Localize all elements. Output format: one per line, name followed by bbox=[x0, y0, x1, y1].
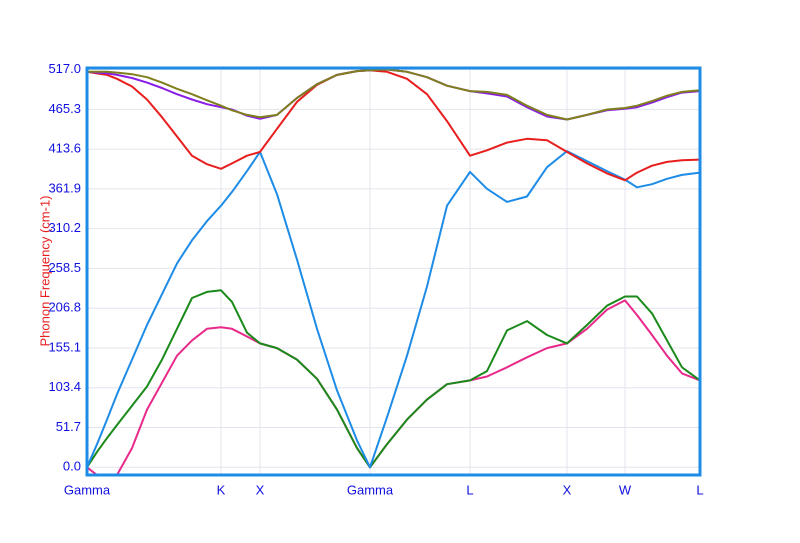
x-tick-label: W bbox=[619, 482, 632, 497]
plot-frame bbox=[85, 66, 702, 477]
y-tick-label: 517.0 bbox=[48, 61, 81, 76]
y-axis-label: Phonon Frequency (cm-1) bbox=[37, 195, 52, 346]
y-tick-label: 103.4 bbox=[48, 379, 81, 394]
band-line bbox=[87, 68, 701, 121]
y-tick-label: 0.0 bbox=[63, 459, 81, 474]
y-tick-label: 310.2 bbox=[48, 220, 81, 235]
y-tick-label: 258.5 bbox=[48, 260, 81, 275]
y-tick-label: 413.6 bbox=[48, 141, 81, 156]
x-tick-label: Gamma bbox=[64, 482, 111, 497]
y-tick-label: 361.9 bbox=[48, 180, 81, 195]
band-line bbox=[86, 289, 701, 469]
x-tick-label: L bbox=[696, 482, 703, 497]
y-tick-label: 206.8 bbox=[48, 300, 81, 315]
band-line bbox=[86, 68, 701, 121]
band-line bbox=[86, 150, 701, 469]
x-tick-label: K bbox=[217, 482, 226, 497]
x-tick-label: X bbox=[256, 482, 265, 497]
x-tick-label: L bbox=[466, 482, 473, 497]
y-tick-label: 155.1 bbox=[48, 339, 81, 354]
y-tick-label: 51.7 bbox=[56, 419, 81, 434]
band-line bbox=[86, 69, 701, 182]
x-tick-label: X bbox=[563, 482, 572, 497]
x-tick-label: Gamma bbox=[347, 482, 394, 497]
y-tick-label: 465.3 bbox=[48, 101, 81, 116]
